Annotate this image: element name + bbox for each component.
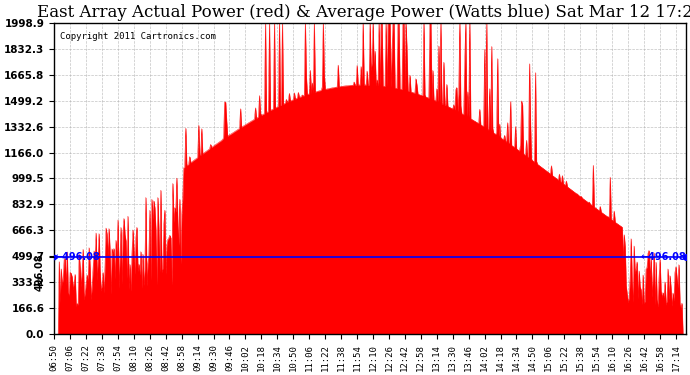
Title: East Array Actual Power (red) & Average Power (Watts blue) Sat Mar 12 17:25: East Array Actual Power (red) & Average … xyxy=(37,4,690,21)
Text: ←496.08: ←496.08 xyxy=(640,252,686,262)
Text: ←496.08: ←496.08 xyxy=(54,252,100,262)
Text: Copyright 2011 Cartronics.com: Copyright 2011 Cartronics.com xyxy=(61,32,217,41)
